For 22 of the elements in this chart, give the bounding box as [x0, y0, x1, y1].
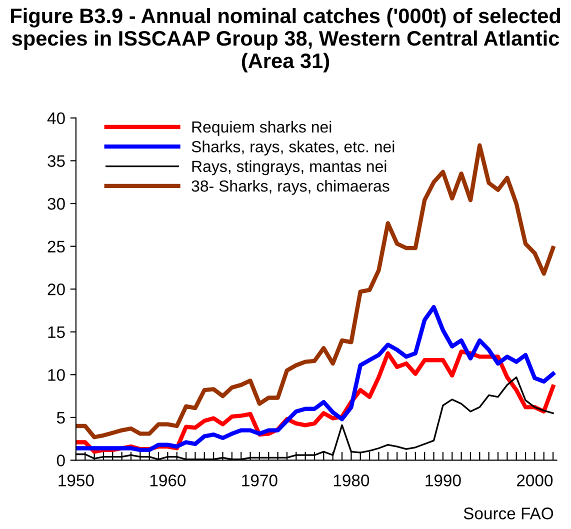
y-tick-label: 20 [48, 284, 65, 296]
y-tick-label: 30 [48, 198, 65, 210]
x-tick-label: 2000 [517, 474, 553, 486]
chart-title: Figure B3.9 - Annual nominal catches ('000t) of selected species in ISSCAAP Group 38, Western Central Atlantic (Area 31) [11, 8, 560, 72]
y-tick-label: 0 [56, 454, 65, 466]
legend-label: Rays, stingrays, mantas nei [192, 160, 386, 176]
source-note: Source FAO [464, 508, 554, 520]
x-tick-label: 1970 [242, 474, 278, 486]
x-tick-label: 1960 [150, 474, 186, 486]
y-tick-label: 15 [48, 326, 65, 338]
y-tick-label: 10 [48, 369, 65, 381]
x-tick-label: 1990 [426, 474, 461, 486]
y-tick-label: 40 [47, 112, 65, 124]
line-series [76, 304, 556, 452]
y-tick-label: 25 [48, 240, 65, 253]
y-tick-label: 5 [56, 412, 65, 424]
x-tick-label: 1980 [334, 474, 370, 486]
legend-label: Requiem sharks nei [192, 120, 332, 136]
legend-label: Sharks, rays, skates, etc. nei [192, 140, 394, 156]
legend-label: 38- Sharks, rays, chimaeras [192, 180, 390, 195]
x-tick-label: 1950 [58, 474, 94, 486]
y-tick-label: 35 [48, 155, 65, 167]
